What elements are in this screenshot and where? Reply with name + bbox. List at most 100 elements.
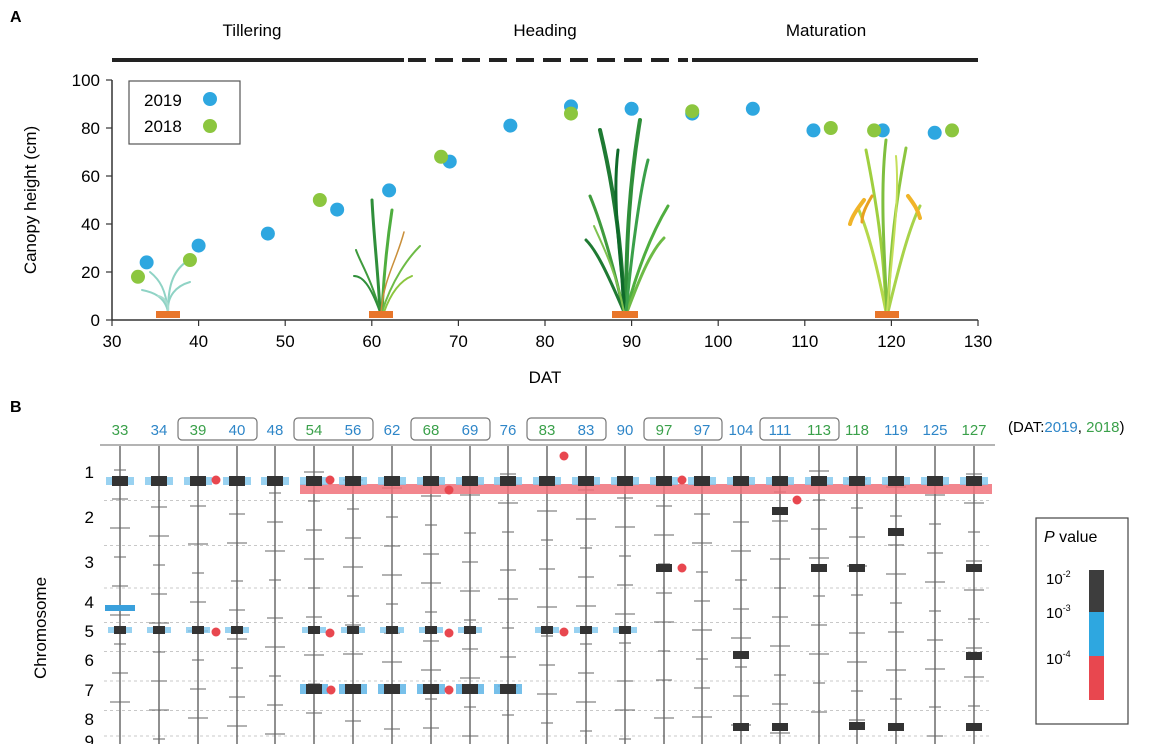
dat-note-prefix: (DAT: bbox=[1008, 419, 1044, 436]
chromosome-label-9: 9 bbox=[85, 732, 94, 744]
phase-heading: Heading bbox=[513, 21, 576, 40]
dark-block bbox=[656, 564, 672, 572]
plant-seedling-illustration bbox=[141, 261, 191, 318]
x-tick-label: 110 bbox=[791, 332, 818, 351]
dark-block bbox=[539, 476, 555, 486]
significant-dot bbox=[677, 475, 687, 485]
data-point-2019 bbox=[330, 202, 345, 217]
dark-block bbox=[190, 476, 206, 486]
dark-block bbox=[114, 626, 126, 634]
svg-text:P value: P value bbox=[1044, 529, 1097, 546]
data-point-2019 bbox=[191, 238, 206, 253]
dark-block bbox=[425, 626, 437, 634]
dark-block bbox=[231, 626, 243, 634]
paired-dat-box bbox=[526, 417, 607, 441]
plant-maturation-illustration bbox=[848, 138, 922, 318]
dat-column-label: 76 bbox=[500, 422, 517, 439]
significant-dot bbox=[444, 485, 454, 495]
dark-block bbox=[308, 626, 320, 634]
dark-block bbox=[267, 476, 283, 486]
dat-column-label: 97 bbox=[656, 422, 673, 439]
dark-block bbox=[423, 476, 439, 486]
chromosome-label-2: 2 bbox=[85, 508, 94, 527]
significant-dot bbox=[326, 685, 336, 695]
dark-block bbox=[384, 476, 400, 486]
legend-marker-2018 bbox=[203, 119, 217, 133]
dark-block bbox=[772, 507, 788, 515]
dat-column-label: 118 bbox=[845, 422, 869, 439]
significant-dot bbox=[211, 627, 221, 637]
dark-block bbox=[462, 476, 478, 486]
dark-block bbox=[772, 723, 788, 731]
dat-note-suffix: ) bbox=[1119, 419, 1124, 436]
data-point-2018 bbox=[182, 253, 197, 267]
dark-block bbox=[580, 626, 592, 634]
data-point-2018 bbox=[312, 193, 327, 207]
dat-column-label: 62 bbox=[384, 422, 401, 439]
dat-column-label: 54 bbox=[306, 422, 323, 439]
p-level-3: 10-4 bbox=[1046, 649, 1071, 668]
dark-block bbox=[811, 476, 827, 486]
panel-a-label: A bbox=[10, 9, 22, 26]
dat-column-label: 39 bbox=[190, 422, 207, 439]
significant-dot bbox=[444, 685, 454, 695]
chromosome-label-6: 6 bbox=[85, 651, 94, 670]
dat-column-label: 90 bbox=[617, 422, 634, 439]
dark-block bbox=[966, 564, 982, 572]
dark-block bbox=[733, 651, 749, 659]
dat-note-2019: 2019 bbox=[1044, 419, 1077, 436]
p-level-1-exp: -2 bbox=[1063, 569, 1071, 579]
dark-block bbox=[617, 476, 633, 486]
dark-block bbox=[849, 564, 865, 572]
x-tick-label: 70 bbox=[449, 332, 468, 351]
x-tick-label: 130 bbox=[964, 332, 992, 351]
data-point-2018 bbox=[823, 121, 838, 135]
legend-marker-2019 bbox=[203, 92, 217, 106]
p-level-1-base: 10 bbox=[1046, 571, 1063, 588]
significant-dot bbox=[211, 475, 221, 485]
legend-a: 2019 2018 bbox=[128, 80, 241, 145]
dark-block bbox=[694, 476, 710, 486]
dark-block bbox=[541, 626, 553, 634]
x-tick-label: 30 bbox=[103, 332, 122, 351]
dat-column-label: 83 bbox=[539, 422, 556, 439]
dat-year-note: (DAT:2019, 2018) bbox=[1008, 419, 1124, 436]
chromosome-label-8: 8 bbox=[85, 710, 94, 729]
dark-block bbox=[423, 684, 439, 694]
dark-block bbox=[811, 564, 827, 572]
dat-column-label: 69 bbox=[462, 422, 479, 439]
data-point-2018 bbox=[685, 104, 700, 119]
paired-dat-box bbox=[759, 417, 840, 441]
dark-block bbox=[462, 684, 478, 694]
dark-block bbox=[306, 684, 322, 694]
data-point-2019 bbox=[260, 226, 275, 241]
data-point-2019 bbox=[927, 125, 942, 140]
dark-block bbox=[772, 476, 788, 486]
data-point-2018 bbox=[867, 123, 882, 138]
significant-dot bbox=[559, 627, 569, 637]
dark-block bbox=[888, 528, 904, 536]
dark-block bbox=[500, 684, 516, 694]
dark-block bbox=[229, 476, 245, 486]
significant-band-chr1 bbox=[300, 484, 992, 494]
dark-block bbox=[966, 476, 982, 486]
data-point-2018 bbox=[130, 269, 145, 284]
data-point-2019 bbox=[139, 255, 154, 270]
y-tick-label: 40 bbox=[81, 215, 100, 234]
plant-tillering-illustration bbox=[353, 198, 421, 318]
paired-dat-box bbox=[293, 417, 374, 441]
data-point-2019 bbox=[624, 101, 639, 116]
dark-block bbox=[849, 476, 865, 486]
dark-block bbox=[733, 723, 749, 731]
p-level-1: 10-2 bbox=[1046, 569, 1071, 588]
dark-block bbox=[151, 476, 167, 486]
paired-dat-box bbox=[643, 417, 723, 441]
p-level-3-exp: -4 bbox=[1063, 649, 1071, 659]
chromosome-axis-title: Chromosome bbox=[31, 577, 50, 679]
dark-block bbox=[153, 626, 165, 634]
p-color-dark bbox=[1089, 570, 1104, 612]
panel-b-label: B bbox=[10, 399, 22, 416]
x-tick-label: 120 bbox=[877, 332, 905, 351]
x-tick-label: 40 bbox=[189, 332, 208, 351]
